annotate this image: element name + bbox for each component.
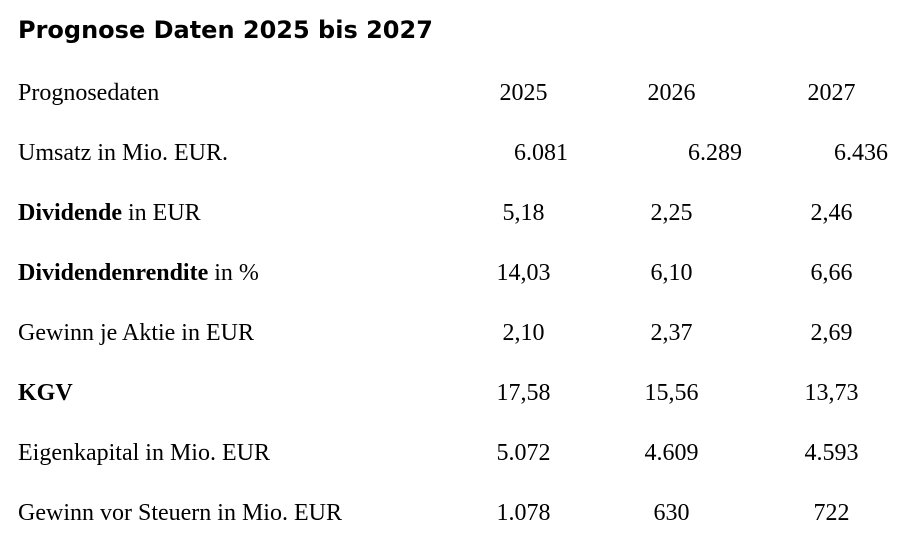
cell-2025: 17,58 (496, 380, 551, 406)
row-label: Gewinn vor Steuern in Mio. EUR (18, 483, 342, 543)
row-label-rest: Gewinn vor Steuern in Mio. EUR (18, 500, 342, 526)
row-label-rest: Umsatz in Mio. EUR. (18, 140, 228, 166)
row-label: Gewinn je Aktie in EUR (18, 303, 254, 363)
cell-2027: 2,69 (810, 320, 853, 346)
header-year-2026: 2026 (647, 80, 696, 106)
table-row-kgv: KGV 17,58 15,56 13,73 (0, 363, 909, 423)
row-label-bold: Dividende (18, 200, 123, 226)
cell-2027: 722 (813, 500, 850, 526)
row-label-rest: Eigenkapital in Mio. EUR (18, 440, 270, 466)
table-row-gewinn-je-aktie: Gewinn je Aktie in EUR 2,10 2,37 2,69 (0, 303, 909, 363)
table-header-row: Prognosedaten 2025 2026 2027 (0, 63, 909, 123)
row-label-rest: in % (208, 260, 259, 286)
row-label: Dividende in EUR (18, 183, 201, 243)
table-row-eigenkapital: Eigenkapital in Mio. EUR 5.072 4.609 4.5… (0, 423, 909, 483)
cell-2027: 6.436 (834, 140, 888, 166)
cell-2026: 2,37 (650, 320, 693, 346)
header-year-2027: 2027 (807, 80, 856, 106)
header-label: Prognosedaten (18, 80, 160, 106)
cell-2025: 6.081 (514, 140, 568, 166)
cell-2027: 2,46 (810, 200, 853, 226)
cell-2025: 5.072 (496, 440, 551, 466)
cell-2027: 13,73 (804, 380, 859, 406)
cell-2027: 4.593 (804, 440, 859, 466)
cell-2025: 5,18 (502, 200, 545, 226)
cell-2026: 4.609 (644, 440, 699, 466)
forecast-table: Prognosedaten 2025 2026 2027 Umsatz in M… (0, 63, 909, 543)
table-row-dividendenrendite: Dividendenrendite in % 14,03 6,10 6,66 (0, 243, 909, 303)
row-label-bold: KGV (18, 380, 73, 406)
row-label-rest: in EUR (122, 200, 201, 226)
row-label-rest: Gewinn je Aktie in EUR (18, 320, 254, 346)
cell-2026: 6.289 (688, 140, 742, 166)
row-label: Umsatz in Mio. EUR. (18, 123, 228, 183)
row-label: Eigenkapital in Mio. EUR (18, 423, 270, 483)
table-row-gewinn-vor-steuern: Gewinn vor Steuern in Mio. EUR 1.078 630… (0, 483, 909, 543)
cell-2026: 630 (653, 500, 690, 526)
cell-2026: 15,56 (644, 380, 699, 406)
row-label-bold: Dividendenrendite (18, 260, 209, 286)
row-label: Dividendenrendite in % (18, 243, 259, 303)
page-title: Prognose Daten 2025 bis 2027 (18, 16, 433, 44)
table-row-umsatz: Umsatz in Mio. EUR. 6.081 6.289 6.436 (0, 123, 909, 183)
cell-2025: 2,10 (502, 320, 545, 346)
cell-2025: 1.078 (496, 500, 551, 526)
cell-2026: 6,10 (650, 260, 693, 286)
row-label: KGV (18, 363, 73, 423)
table-row-dividende: Dividende in EUR 5,18 2,25 2,46 (0, 183, 909, 243)
cell-2027: 6,66 (810, 260, 853, 286)
cell-2026: 2,25 (650, 200, 693, 226)
header-year-2025: 2025 (499, 80, 548, 106)
cell-2025: 14,03 (496, 260, 551, 286)
